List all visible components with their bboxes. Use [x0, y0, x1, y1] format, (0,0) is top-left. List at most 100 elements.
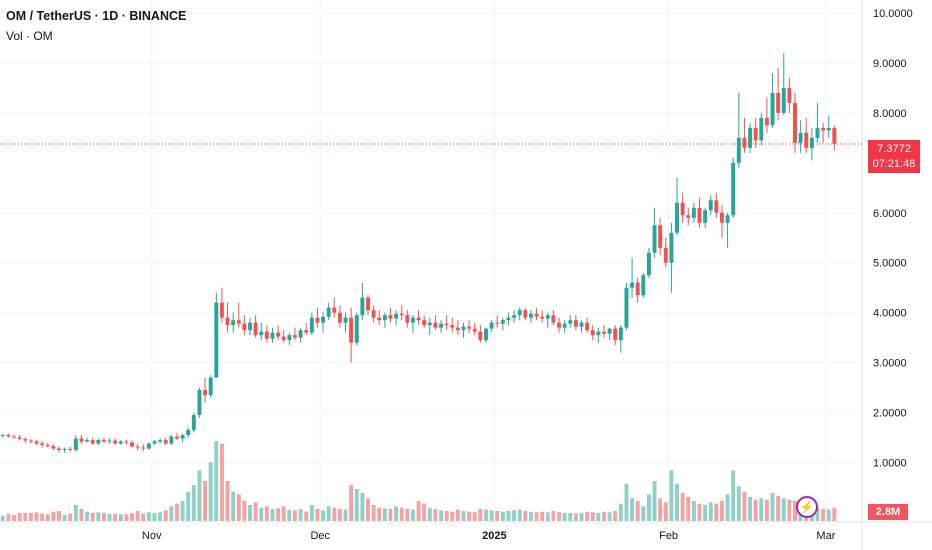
candle-body	[708, 200, 713, 211]
volume-bar	[652, 481, 657, 521]
volume-bar	[90, 513, 95, 521]
volume-bar	[343, 509, 348, 521]
volume-bar	[635, 501, 640, 521]
volume-bar	[236, 494, 241, 521]
y-tick-label: 6.0000	[873, 208, 907, 220]
volume-bar	[186, 491, 191, 521]
candle-body	[12, 436, 17, 438]
y-tick-label: 9.0000	[873, 58, 907, 70]
volume-bar	[557, 512, 561, 521]
volume-bar	[528, 511, 533, 521]
candle-body	[821, 127, 826, 131]
volume-bar	[349, 485, 354, 521]
volume-bar	[489, 510, 494, 521]
volume-bar	[17, 513, 22, 521]
volume-bar	[360, 493, 365, 521]
volume-bar	[624, 483, 629, 521]
volume-bar	[427, 507, 432, 521]
candle-body	[354, 315, 359, 343]
volume-bar	[332, 507, 337, 521]
candle-body	[523, 310, 528, 318]
volume-bar	[512, 510, 517, 521]
volume-bar	[703, 505, 708, 521]
candle-body	[34, 441, 39, 444]
candle-body	[40, 443, 45, 446]
candle-body	[90, 440, 95, 444]
volume-bar	[753, 499, 758, 521]
candle-body	[534, 313, 539, 317]
volume-bar	[781, 498, 786, 521]
candle-body	[6, 435, 11, 437]
candle-body	[624, 287, 629, 328]
volume-bar	[6, 513, 11, 521]
volume-bar	[270, 509, 275, 521]
candle-body	[545, 315, 550, 319]
volume-bar	[337, 509, 342, 521]
volume-bar	[253, 502, 258, 521]
candle-body	[23, 439, 28, 441]
y-tick-label: 5.0000	[873, 258, 907, 270]
candle-body	[596, 331, 601, 336]
volume-bar	[607, 512, 612, 521]
volume-bar	[517, 509, 522, 521]
volume-bar	[742, 491, 747, 521]
candle-body	[720, 212, 724, 223]
volume-bar	[163, 510, 168, 521]
last-price-value: 7.3772	[877, 143, 911, 155]
candle-body	[130, 442, 134, 447]
volume-bar	[388, 509, 393, 521]
volume-bar	[433, 509, 438, 521]
volume-bar	[113, 513, 118, 521]
volume-bar	[551, 511, 556, 521]
volume-bar	[219, 443, 224, 521]
candle-body	[163, 440, 168, 444]
volume-bar	[455, 509, 460, 521]
candle-body	[208, 377, 213, 396]
candle-body	[388, 315, 393, 319]
x-tick-label: 2025	[482, 530, 506, 542]
volume-bar	[169, 506, 174, 521]
candle-body	[635, 282, 640, 296]
volume-bar	[410, 509, 415, 521]
volume-indicator-label[interactable]: Vol · OM	[6, 29, 53, 43]
candle-body	[253, 322, 258, 336]
candle-body	[214, 302, 219, 378]
volume-bar	[208, 462, 213, 521]
volume-bar	[371, 505, 376, 521]
candle-body	[736, 137, 741, 163]
volume-bar	[720, 501, 724, 521]
candle-body	[96, 440, 101, 444]
candle-body	[141, 447, 146, 449]
candle-body	[79, 438, 84, 442]
candle-body	[658, 225, 663, 248]
candle-body	[461, 326, 466, 331]
volume-bar	[124, 514, 129, 521]
candle-body	[175, 436, 179, 439]
volume-bar	[180, 501, 185, 521]
volume-bar	[298, 509, 303, 521]
volume-bar	[444, 511, 449, 521]
volume-value-label: 2.8M	[868, 504, 908, 520]
candle-body	[405, 315, 410, 323]
candle-body	[186, 430, 191, 436]
volume-bar	[506, 511, 511, 521]
volume-bar	[309, 505, 314, 521]
volume-bar	[304, 511, 309, 521]
y-tick-label: 3.0000	[873, 358, 907, 370]
volume-bar	[731, 470, 736, 521]
candle-body	[517, 310, 522, 316]
candle-body	[557, 322, 561, 328]
candle-body	[203, 390, 208, 396]
lightning-bolt-icon[interactable]: ⚡	[796, 496, 818, 518]
candle-body	[641, 275, 646, 296]
candle-body	[293, 335, 297, 338]
candle-body	[826, 127, 831, 131]
volume-bar	[484, 509, 488, 521]
candle-body	[585, 322, 590, 331]
candle-body	[0, 435, 5, 437]
volume-bar	[450, 511, 455, 521]
candle-body	[101, 440, 106, 442]
volume-bar	[62, 515, 67, 521]
volume-bar	[759, 498, 764, 521]
